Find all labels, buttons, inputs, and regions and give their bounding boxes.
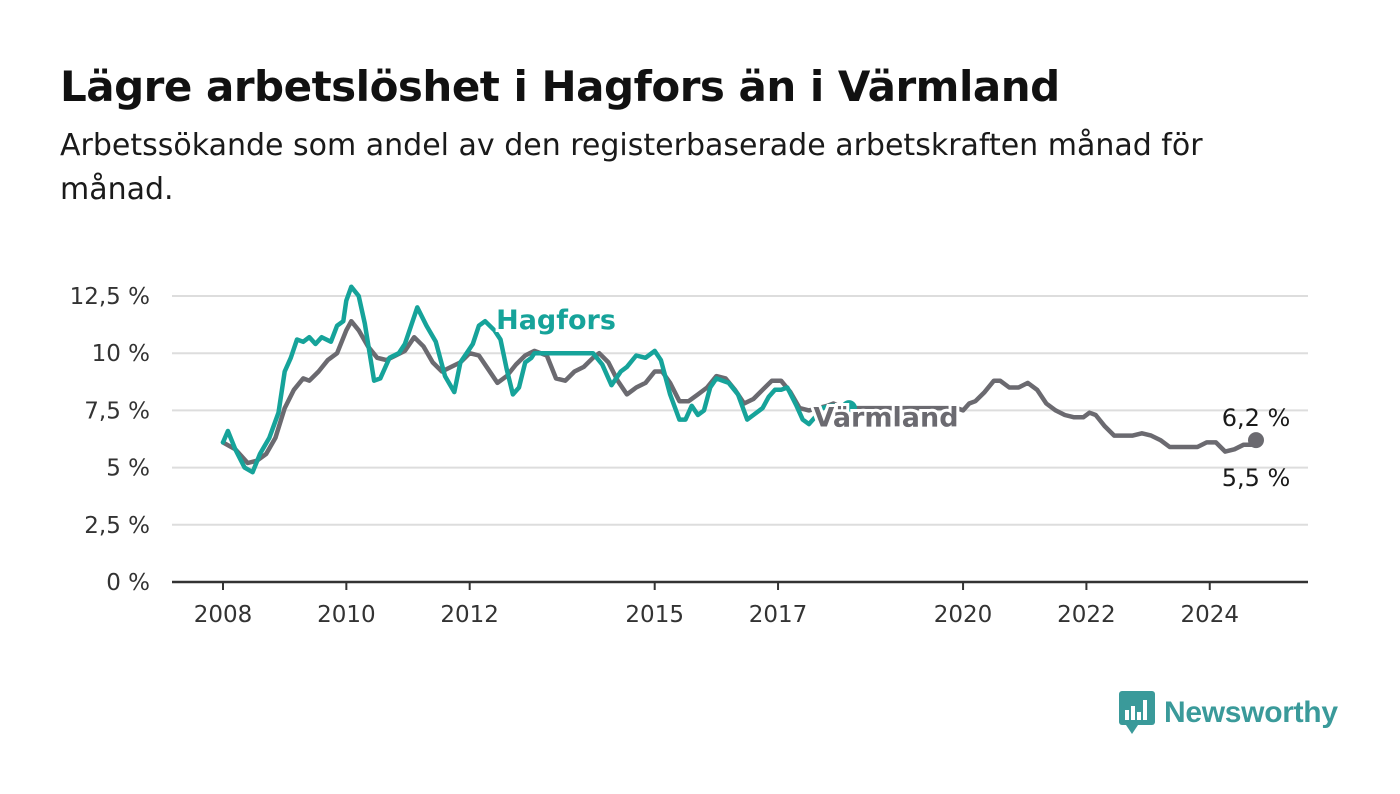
- series: [220, 284, 1264, 475]
- x-tick-label: 2010: [317, 602, 376, 628]
- y-tick-label: 2,5 %: [84, 513, 150, 539]
- end-point-hagfors: [840, 400, 857, 417]
- end-point-varmland: [1248, 432, 1264, 449]
- x-tick-label: 2017: [749, 602, 808, 628]
- y-tick-label: 7,5 %: [84, 398, 150, 424]
- x-tick-label: 2008: [194, 602, 253, 628]
- x-tick-label: 2020: [934, 602, 993, 628]
- chart-title: Lägre arbetslöshet i Hagfors än i Värmla…: [60, 62, 1060, 111]
- series-line-hagfors: [220, 284, 852, 475]
- y-tick-label: 0 %: [106, 570, 150, 596]
- series-line-varmland: [220, 318, 1259, 466]
- y-tick-label: 12,5 %: [70, 284, 150, 310]
- y-tick-label: 10 %: [92, 341, 150, 367]
- newsworthy-logo-icon: [1119, 691, 1155, 734]
- x-tick-label: 2012: [440, 602, 499, 628]
- series-labels: 6,2 % 5,5 % Hagfors Värmland: [493, 302, 1291, 492]
- y-axis: 0 % 2,5 % 5 % 7,5 % 10 % 12,5 %: [70, 284, 150, 596]
- x-tick-label: 2015: [625, 602, 684, 628]
- newsworthy-logo: Newsworthy: [1118, 690, 1338, 736]
- series-label-hagfors: Hagfors: [496, 305, 616, 336]
- chart-subtitle: Arbetssökande som andel av den registerb…: [60, 128, 1203, 207]
- x-tick-label: 2024: [1180, 602, 1239, 628]
- y-tick-label: 5 %: [106, 456, 150, 482]
- logo-wordmark: Newsworthy: [1164, 696, 1338, 729]
- end-label-hagfors: 5,5 %: [1222, 464, 1291, 492]
- end-label-varmland: 6,2 %: [1222, 404, 1291, 432]
- x-tick-label: 2022: [1057, 602, 1116, 628]
- gridlines: [172, 295, 1308, 526]
- x-axis: 2008 2010 2012 2015 2017 2020 2022 2024: [172, 580, 1308, 628]
- series-label-varmland: Värmland: [813, 402, 958, 433]
